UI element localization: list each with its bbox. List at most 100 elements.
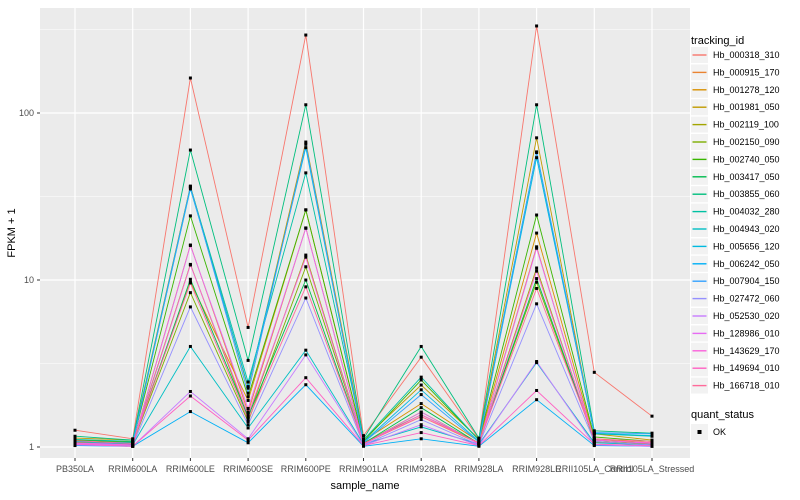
x-tick-label: RRII105LA_Control bbox=[555, 464, 633, 474]
y-tick-label: 100 bbox=[19, 108, 34, 118]
data-point bbox=[419, 388, 423, 392]
data-point bbox=[246, 410, 250, 414]
data-point bbox=[304, 376, 308, 380]
data-point bbox=[535, 277, 539, 281]
data-point bbox=[304, 348, 308, 352]
legend: Hb_000318_310 Hb_000915_170 Hb_001278_120 H… bbox=[691, 47, 780, 440]
data-point bbox=[304, 278, 308, 282]
x-tick-label: RRII105LA_Stressed bbox=[610, 464, 695, 474]
data-point bbox=[535, 388, 539, 392]
y-tick-label: 1 bbox=[29, 442, 34, 452]
legend-item-label: Hb_166718_010 bbox=[713, 381, 780, 391]
legend-item-label: Hb_001278_120 bbox=[713, 85, 780, 95]
data-point bbox=[419, 344, 423, 348]
data-point bbox=[477, 444, 481, 448]
legend-item-label: Hb_004032_280 bbox=[713, 207, 780, 217]
data-point bbox=[73, 442, 77, 446]
data-point bbox=[246, 438, 250, 442]
panel-background bbox=[40, 8, 690, 458]
data-point bbox=[535, 24, 539, 28]
legend-item-label: Hb_003855_060 bbox=[713, 189, 780, 199]
plot-panel: 1 10 100 PB350LA RRIM600LA RRIM600LE RRIM600SE… bbox=[19, 8, 694, 474]
data-point bbox=[419, 418, 423, 422]
legend-quant-status-title: quant_status bbox=[691, 409, 754, 421]
data-point bbox=[188, 410, 192, 414]
x-axis-title: sample_name bbox=[330, 480, 399, 492]
data-point bbox=[188, 148, 192, 152]
data-point bbox=[419, 410, 423, 414]
data-point bbox=[304, 146, 308, 150]
data-point bbox=[419, 437, 423, 441]
data-point bbox=[419, 378, 423, 382]
ok-point-icon bbox=[697, 430, 702, 434]
data-point bbox=[188, 243, 192, 247]
data-point bbox=[73, 439, 77, 443]
data-point bbox=[419, 425, 423, 429]
data-point bbox=[419, 415, 423, 419]
data-point bbox=[535, 302, 539, 306]
data-point bbox=[188, 305, 192, 309]
data-point bbox=[419, 355, 423, 359]
data-point bbox=[188, 344, 192, 348]
data-point bbox=[419, 393, 423, 397]
data-point bbox=[188, 389, 192, 393]
data-point bbox=[650, 439, 654, 443]
data-point bbox=[304, 226, 308, 230]
x-tick-label: RRIM600LA bbox=[108, 464, 157, 474]
data-point bbox=[419, 402, 423, 406]
data-point bbox=[246, 385, 250, 389]
data-point bbox=[246, 325, 250, 329]
data-point bbox=[362, 444, 365, 448]
data-point bbox=[246, 386, 250, 390]
data-point bbox=[188, 277, 192, 281]
data-point bbox=[650, 444, 654, 448]
data-point bbox=[304, 103, 308, 107]
data-point bbox=[535, 156, 539, 160]
data-point bbox=[188, 281, 192, 285]
data-point bbox=[246, 391, 250, 395]
data-point bbox=[246, 407, 250, 411]
legend-item-label: Hb_003417_050 bbox=[713, 172, 780, 182]
data-point bbox=[304, 296, 308, 300]
legend-item-label: Hb_143629_170 bbox=[713, 346, 780, 356]
data-point bbox=[362, 434, 365, 438]
data-point bbox=[362, 441, 365, 445]
data-point bbox=[304, 140, 308, 144]
data-point bbox=[650, 434, 654, 438]
data-point bbox=[246, 426, 250, 430]
data-point bbox=[131, 444, 135, 448]
data-point bbox=[73, 434, 77, 438]
data-point bbox=[131, 441, 135, 445]
data-point bbox=[650, 432, 654, 436]
legend-item-label: Hb_052530_020 bbox=[713, 311, 780, 321]
data-point bbox=[304, 253, 308, 257]
data-point bbox=[246, 415, 250, 419]
data-point bbox=[246, 441, 250, 445]
data-point bbox=[304, 33, 308, 37]
data-point bbox=[188, 394, 192, 398]
data-point bbox=[535, 231, 539, 235]
data-point bbox=[419, 406, 423, 410]
legend-item-label: Hb_001981_050 bbox=[713, 102, 780, 112]
data-point bbox=[362, 438, 365, 442]
data-point bbox=[477, 436, 481, 440]
data-point bbox=[592, 437, 596, 441]
data-point bbox=[592, 429, 596, 433]
data-point bbox=[304, 171, 308, 175]
data-point bbox=[477, 441, 481, 445]
data-point bbox=[188, 185, 192, 189]
legend-item-label: Hb_007904_150 bbox=[713, 276, 780, 286]
data-point bbox=[304, 383, 308, 387]
x-tick-label: RRIM901LA bbox=[339, 464, 388, 474]
legend-item-label: Hb_004943_020 bbox=[713, 224, 780, 234]
data-point bbox=[188, 214, 192, 218]
legend-item-label: Hb_027472_060 bbox=[713, 294, 780, 304]
data-point bbox=[419, 413, 423, 417]
data-point bbox=[246, 413, 250, 417]
data-point bbox=[592, 435, 596, 439]
data-point bbox=[419, 431, 423, 435]
legend-item-label: Hb_002740_050 bbox=[713, 154, 780, 164]
legend-tracking-id-title: tracking_id bbox=[691, 35, 744, 47]
data-point bbox=[304, 142, 308, 146]
